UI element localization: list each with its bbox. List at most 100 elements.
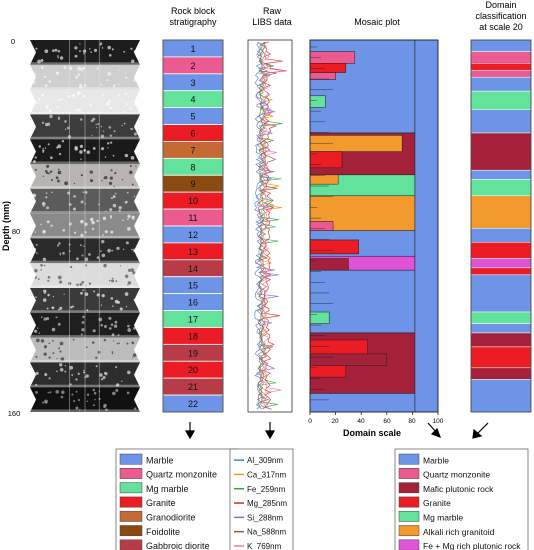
- core-speck: [108, 126, 112, 129]
- core-speck: [114, 192, 117, 195]
- stratigraphy-layer-label: 19: [188, 348, 198, 358]
- core-speck: [40, 263, 43, 267]
- core-speck: [74, 75, 78, 79]
- core-speck: [85, 374, 89, 378]
- core-speck: [38, 98, 41, 101]
- core-speck: [116, 300, 121, 304]
- core-speck: [133, 195, 136, 197]
- core-speck: [135, 165, 137, 167]
- core-speck: [37, 278, 40, 280]
- domain-band: [470, 242, 532, 259]
- mosaic-cell: [309, 239, 359, 255]
- domain-classification-column: [470, 39, 532, 413]
- stratigraphy-frame: [162, 39, 224, 413]
- legend-label: K_769nm: [247, 542, 282, 550]
- domain-frame: [470, 39, 532, 413]
- core-edge: [30, 288, 36, 313]
- core-speck: [42, 149, 45, 152]
- core-speck: [107, 248, 111, 253]
- core-speck: [96, 256, 100, 260]
- core-speck: [86, 309, 89, 312]
- core-speck: [47, 143, 50, 146]
- domain-band: [470, 109, 532, 134]
- legend-label: Granite: [423, 498, 451, 508]
- core-speck: [122, 179, 124, 181]
- core-speck: [100, 250, 102, 253]
- core-speck: [102, 375, 106, 379]
- core-speck: [132, 353, 137, 357]
- mosaic-cell: [309, 135, 403, 152]
- core-speck: [70, 306, 73, 309]
- core-speck: [79, 244, 82, 247]
- core-speck: [70, 265, 73, 269]
- core-speck: [111, 277, 114, 280]
- core-speck: [69, 383, 72, 386]
- core-speck: [75, 108, 78, 112]
- core-speck: [47, 275, 51, 279]
- core-speck: [33, 81, 37, 84]
- column-headers: Rock block stratigraphy Raw LIBS data Mo…: [169, 0, 526, 32]
- domain-band: [470, 228, 532, 243]
- legend-label: Foidolite: [146, 527, 180, 537]
- domain-header-line1: Domain: [485, 0, 516, 10]
- core-speck: [49, 170, 53, 173]
- domain-band: [470, 90, 532, 111]
- core-speck: [87, 97, 89, 99]
- core-speck: [36, 252, 38, 254]
- core-speck: [130, 47, 133, 50]
- core-speck: [75, 390, 78, 393]
- libs-element-legend: Al_309nm Ca_317nm Fe_259nm Mg_285nm Si_288nm…: [229, 448, 294, 550]
- core-speck: [46, 122, 51, 127]
- core-speck: [34, 168, 37, 171]
- core-edge: [30, 312, 36, 338]
- legend-label: Granodiorite: [146, 513, 196, 523]
- core-speck: [41, 67, 44, 70]
- domain-legend: Marble Quartz monzonite Mafic plutonic roc…: [394, 448, 529, 550]
- core-speck: [80, 233, 84, 237]
- core-edge: [134, 139, 140, 164]
- core-speck: [34, 268, 38, 273]
- mosaic-cell: [309, 311, 330, 324]
- core-speck: [58, 242, 61, 245]
- domain-band: [470, 346, 532, 369]
- core-speck: [131, 59, 135, 63]
- core-edge: [134, 213, 140, 239]
- core-speck: [125, 76, 128, 79]
- core-speck: [100, 239, 105, 244]
- core-speck: [59, 56, 64, 60]
- core-speck: [127, 281, 132, 285]
- core-speck: [43, 352, 47, 356]
- core-speck: [118, 209, 121, 212]
- core-speck: [100, 378, 104, 381]
- core-speck: [104, 175, 108, 180]
- core-speck: [131, 215, 135, 219]
- legend-label: Quartz monzonite: [423, 470, 490, 480]
- core-speck: [47, 293, 50, 297]
- domain-band: [470, 267, 532, 276]
- core-speck: [108, 53, 112, 57]
- core-edge: [30, 213, 36, 239]
- stratigraphy-layer-label: 14: [188, 264, 198, 274]
- core-edge: [30, 188, 36, 214]
- core-speck: [127, 268, 132, 272]
- core-speck: [106, 79, 109, 82]
- core-speck: [42, 205, 45, 207]
- legend-label: Mg_285nm: [247, 499, 287, 508]
- core-speck: [35, 383, 38, 386]
- core-speck: [93, 48, 98, 52]
- mosaic-axis-label: Domain scale: [343, 428, 401, 438]
- core-speck: [124, 274, 129, 279]
- depth-axis: 0 80 160 Depth (mm): [1, 37, 20, 418]
- stratigraphy-layer-label: 10: [188, 196, 198, 206]
- stratigraphy-layer-label: 3: [190, 78, 195, 88]
- stratigraphy-layer-label: 6: [190, 129, 195, 139]
- core-speck: [105, 210, 107, 212]
- stratigraphy-layer-label: 4: [190, 95, 195, 105]
- core-speck: [131, 128, 134, 131]
- core-speck: [35, 338, 40, 343]
- core-speck: [76, 257, 79, 261]
- core-speck: [93, 290, 96, 293]
- legend-label: Marble: [423, 455, 449, 465]
- mosaic-frame: [309, 39, 439, 413]
